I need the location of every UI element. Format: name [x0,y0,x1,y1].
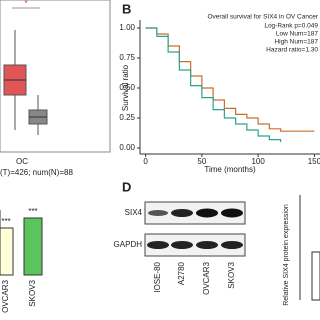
lane-label: SKOV3 [227,261,236,288]
y-tick-label: 0.50 [119,83,135,92]
significance: *** [1,217,10,226]
lane-label: OVCAR3 [202,261,211,294]
y-tick-label: 0.75 [119,53,135,62]
bar [23,217,43,276]
annotation: High Num=187 [274,39,318,46]
annotation: Hazard ratio=1.30 [266,47,318,54]
y-axis-label: Relative SIX4 protein expression [283,204,290,306]
survival-curve [145,27,282,142]
panel-b: B Survival ratio Time (months) Overall s… [119,1,320,174]
annotation: Low Num=187 [276,31,318,38]
panel-letter: B [122,1,131,16]
band [196,241,218,249]
cell-label: SKOV3 [28,279,37,306]
bar [0,227,14,276]
band [221,241,243,249]
lane-label: IOSE-80 [153,261,162,292]
y-axis-label: Survival ratio [121,64,130,111]
y-tick-label: 0.25 [119,113,135,122]
band [196,208,218,218]
blot [144,201,246,225]
protein-label: SIX4 [125,208,143,217]
x-tick-label: 150 [308,157,320,166]
band [147,241,169,249]
significance: *** [28,207,37,216]
y-tick-label: 1.00 [119,23,135,32]
group-label: OC [16,157,28,166]
blot [144,233,246,257]
panel-c: *** *** OVCAR3 SKOV3 [0,207,43,313]
counts: (T)=426; num(N)=88 [0,168,73,177]
band [221,208,243,218]
panel-a: * OC (T)=426; num(N)=88 [0,0,111,177]
y-tick-label: 0.00 [119,143,135,152]
cell-label: OVCAR3 [1,279,10,312]
x-tick-label: 0 [143,157,148,166]
band [171,209,193,217]
survival-curve [145,27,315,132]
band [171,241,193,249]
panel-letter: D [122,179,131,194]
significance: * [24,0,27,8]
lane-label: A2780 [177,261,186,285]
frame [0,0,111,153]
x-axis-label: Time (months) [204,165,256,174]
bar [311,251,320,301]
annotation: Log-Rank p=0.049 [264,23,318,30]
x-tick-label: 50 [197,157,206,166]
band [148,210,168,216]
x-tick-label: 100 [251,157,265,166]
panel-d: D SIX4 GAPDH IOSE-80 A2780 OVCAR3 SKOV3 … [114,179,320,306]
chart-title: Overall survival for SIX4 in OV Cancer [207,14,318,21]
protein-label: GAPDH [114,240,143,249]
